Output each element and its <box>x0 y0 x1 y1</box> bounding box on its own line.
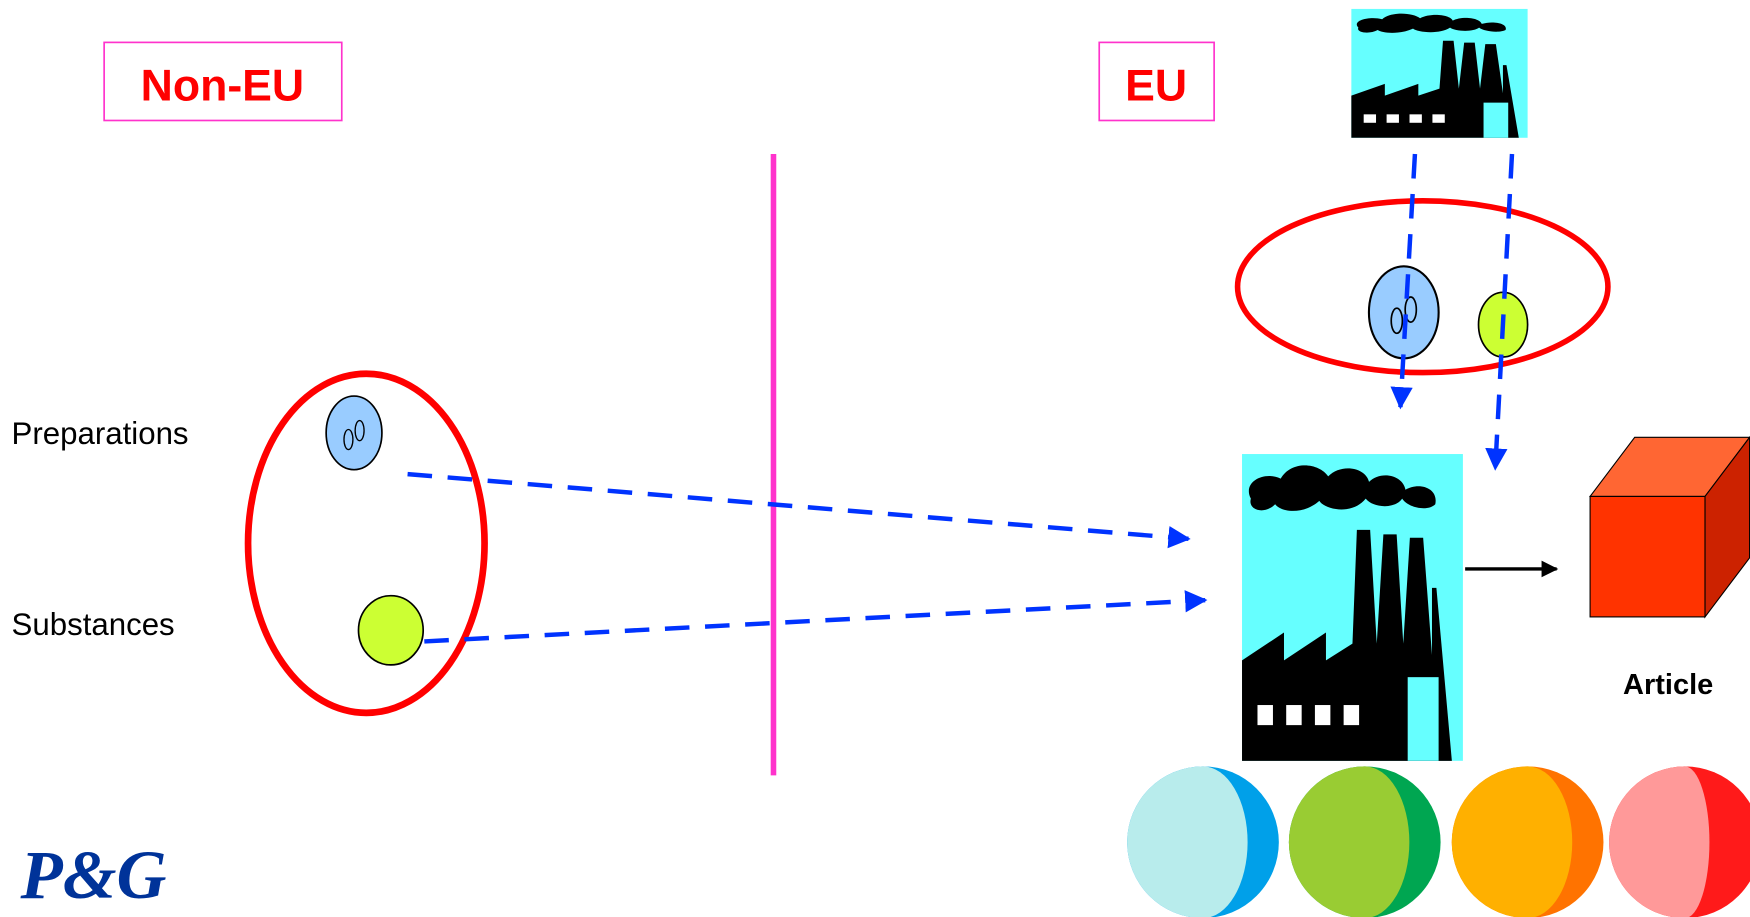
item-label: Preparations <box>12 416 189 451</box>
import-arrow <box>424 600 1205 641</box>
factory-icon <box>1351 9 1527 138</box>
eu-label: EU <box>1125 61 1187 110</box>
non-eu-label: Non-EU <box>141 61 305 110</box>
article-label: Article <box>1623 669 1713 701</box>
preparation-icon <box>326 396 382 470</box>
logo: P&G <box>19 836 166 913</box>
substance-icon <box>358 596 423 665</box>
diagram: Non-EU EU Preparations Substances Articl… <box>0 0 1750 917</box>
page: Non-EU EU Preparations Substances Articl… <box>0 0 1750 917</box>
factory-icon <box>1242 454 1463 761</box>
article-cube <box>1590 437 1750 617</box>
decor-circles <box>1127 766 1750 917</box>
item-label: Substances <box>12 607 175 642</box>
import-arrow <box>408 474 1189 539</box>
preparation-icon <box>1369 266 1439 358</box>
